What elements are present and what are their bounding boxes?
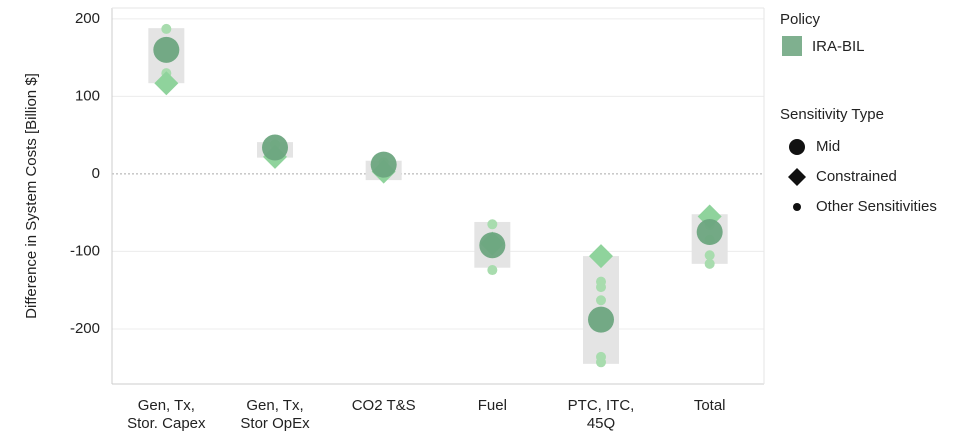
legend-marker <box>793 203 801 211</box>
legend-label: IRA-BIL <box>812 38 865 55</box>
constrained-diamond <box>154 71 179 96</box>
legend-marker <box>789 139 805 155</box>
legend-marker <box>788 168 806 186</box>
legend-label: Constrained <box>816 168 897 185</box>
x-tick-label-line: Gen, Tx, <box>138 397 195 414</box>
x-tick-label: Gen, Tx, Stor OpEx <box>240 397 310 432</box>
legend-label: Mid <box>816 138 840 155</box>
x-tick-label: Gen, Tx, Stor. Capex <box>127 397 206 432</box>
y-tick-label: -200 <box>70 320 100 337</box>
x-tick-label: Fuel <box>478 397 507 414</box>
mid-circle <box>262 134 288 161</box>
mid-circle <box>153 36 180 63</box>
mid-circle <box>696 219 723 246</box>
other-sensitivity-dot <box>596 357 606 368</box>
x-tick-label-line: Stor OpEx <box>240 415 310 432</box>
legend-title: Sensitivity Type <box>780 106 884 123</box>
other-sensitivity-dot <box>704 258 715 269</box>
y-axis-label: Difference in System Costs [Billion $] <box>23 73 40 319</box>
other-sensitivity-dot <box>161 23 172 34</box>
x-tick-label-line: Gen, Tx, <box>246 397 303 414</box>
y-tick-label: -100 <box>70 242 100 259</box>
x-tick-label-line: 45Q <box>587 415 615 432</box>
legend-label: Other Sensitivities <box>816 198 937 215</box>
legend-swatch <box>782 36 802 56</box>
other-sensitivity-dot <box>596 295 606 306</box>
x-tick-label: PTC, ITC, 45Q <box>568 397 635 432</box>
x-tick-label-line: Total <box>694 397 726 414</box>
y-tick-label: 0 <box>92 165 100 182</box>
x-tick-label: CO2 T&S <box>352 397 416 414</box>
mid-circle <box>588 306 614 333</box>
x-tick-label-line: PTC, ITC, <box>568 397 635 414</box>
y-tick-label: 100 <box>75 87 100 104</box>
other-sensitivity-dot <box>487 265 498 276</box>
other-sensitivity-dot <box>596 282 606 293</box>
constrained-diamond <box>589 244 613 269</box>
x-tick-label: Total <box>694 397 726 414</box>
x-tick-label-line: Fuel <box>478 397 507 414</box>
mid-circle <box>370 151 397 178</box>
legend-title: Policy <box>780 11 821 28</box>
x-tick-label-line: Stor. Capex <box>127 415 206 432</box>
other-sensitivity-dot <box>487 219 498 230</box>
y-tick-label: 200 <box>75 10 100 27</box>
other-sensitivity-dot <box>704 250 715 261</box>
mid-circle <box>479 232 506 259</box>
x-tick-label-line: CO2 T&S <box>352 397 416 414</box>
